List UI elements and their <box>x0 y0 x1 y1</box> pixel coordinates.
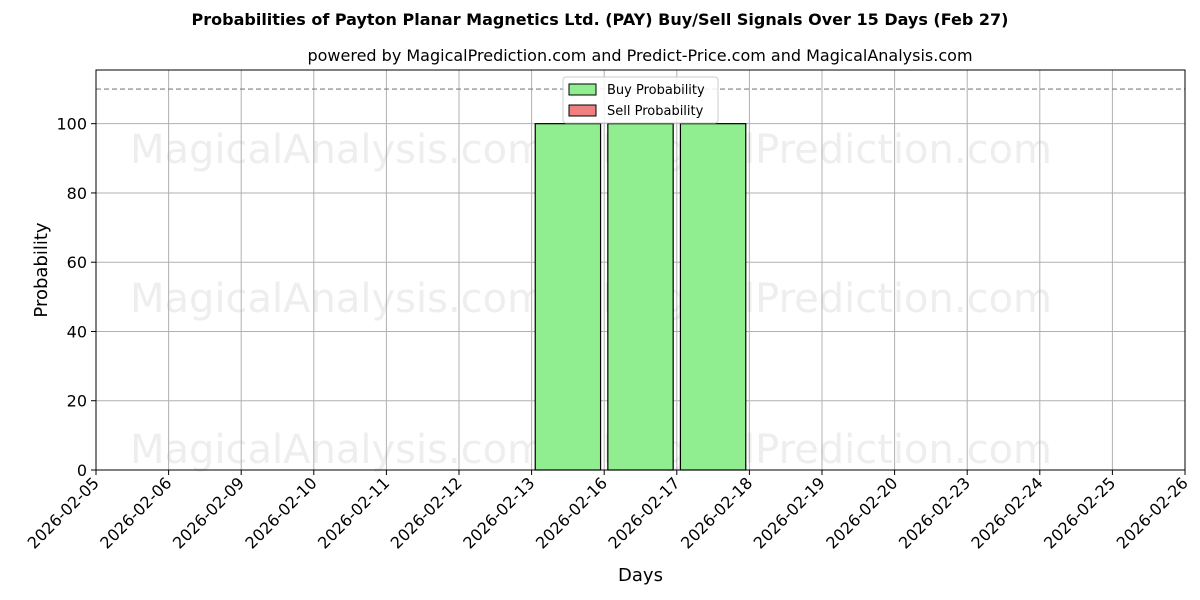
legend: Buy Probability Sell Probability <box>562 76 719 124</box>
x-tick-label: 2026-02-12 <box>387 473 466 552</box>
x-axis-ticks: 2026-02-052026-02-062026-02-092026-02-10… <box>24 470 1192 553</box>
x-tick-label: 2026-02-26 <box>1113 473 1192 552</box>
watermark-text: MagicalAnalysis.com <box>130 427 546 473</box>
chart-title: Probabilities of Payton Planar Magnetics… <box>191 10 1009 29</box>
legend-swatch <box>568 104 597 117</box>
x-tick-label: 2026-02-13 <box>459 473 538 552</box>
x-tick-label: 2026-02-20 <box>822 473 901 552</box>
y-axis-ticks: 0 20 40 60 80 100 <box>56 115 96 480</box>
x-tick-label: 2026-02-11 <box>314 473 393 552</box>
y-tick-label: 80 <box>67 184 87 203</box>
watermark-text: MagicalAnalysis.com <box>130 276 546 322</box>
x-tick-label: 2026-02-05 <box>24 473 103 552</box>
x-tick-label: 2026-02-06 <box>96 473 175 552</box>
y-tick-label: 0 <box>77 461 87 480</box>
x-tick-label: 2026-02-19 <box>750 473 829 552</box>
bar <box>607 123 674 471</box>
y-axis-label: Probability <box>31 222 52 317</box>
y-tick-label: 100 <box>56 115 87 134</box>
x-tick-label: 2026-02-23 <box>895 473 974 552</box>
bar <box>534 123 602 471</box>
x-tick-label: 2026-02-25 <box>1040 473 1119 552</box>
legend-box <box>562 76 719 124</box>
x-tick-label: 2026-02-18 <box>677 473 756 552</box>
y-tick-label: 60 <box>67 253 87 272</box>
legend-swatch <box>568 83 597 96</box>
y-tick-label: 40 <box>67 322 87 341</box>
x-tick-label: 2026-02-24 <box>967 473 1046 552</box>
x-tick-label: 2026-02-17 <box>604 473 683 552</box>
x-tick-label: 2026-02-16 <box>532 473 611 552</box>
x-tick-label: 2026-02-09 <box>169 473 248 552</box>
bar <box>679 123 747 471</box>
legend-label: Sell Probability <box>607 104 704 119</box>
watermark-text: MagicalAnalysis.com <box>130 127 546 173</box>
y-tick-label: 20 <box>67 392 87 411</box>
x-tick-label: 2026-02-10 <box>241 473 320 552</box>
x-axis-label: Days <box>618 565 663 586</box>
bars <box>534 123 747 471</box>
chart-subtitle: powered by MagicalPrediction.com and Pre… <box>307 46 973 65</box>
plot-frame <box>95 69 1186 471</box>
legend-label: Buy Probability <box>607 83 705 98</box>
